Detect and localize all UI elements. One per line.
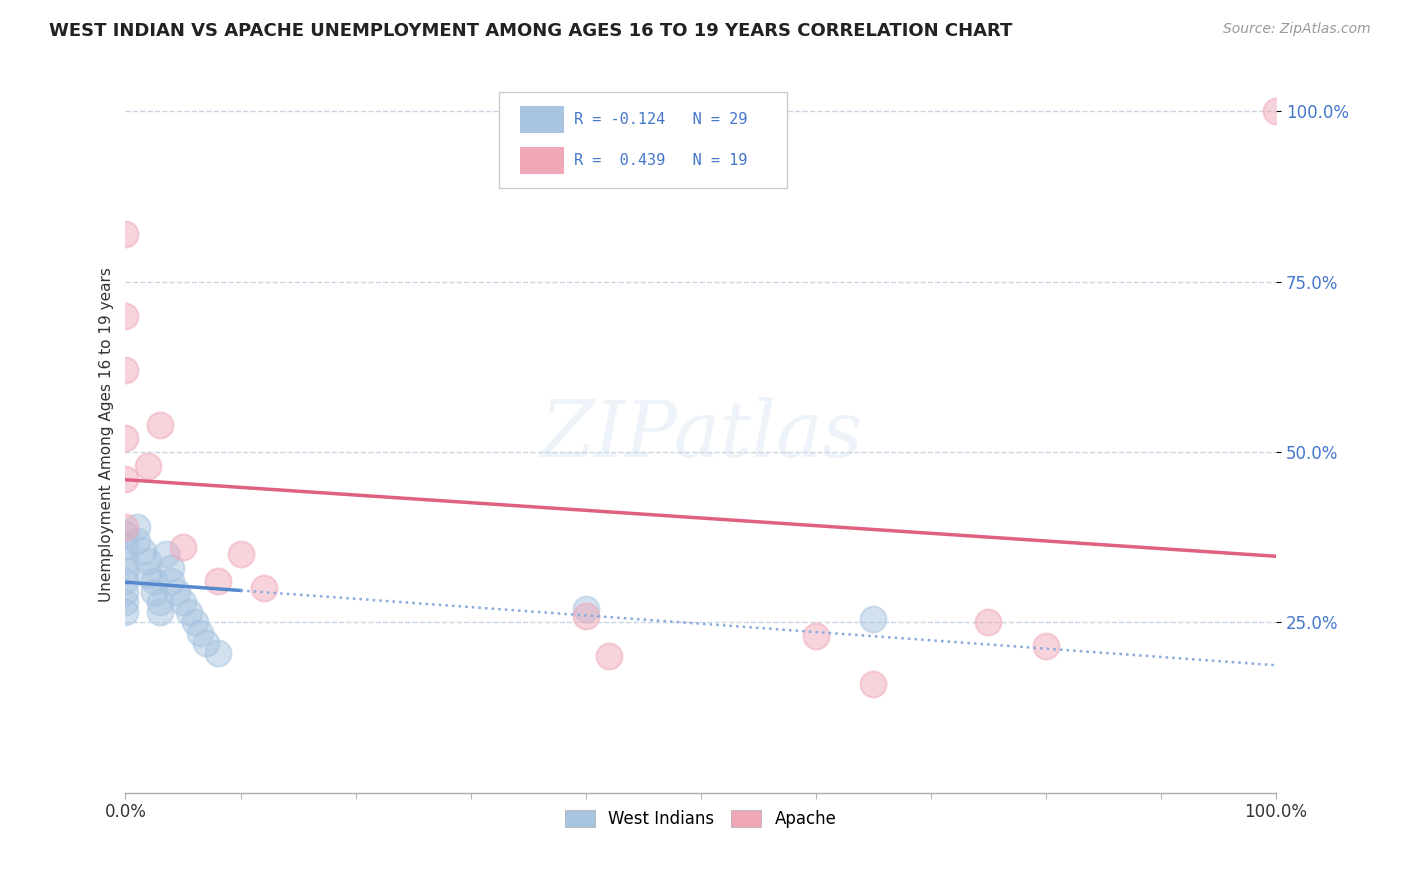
Point xyxy=(188,625,211,640)
Text: ZIPatlas: ZIPatlas xyxy=(540,397,862,473)
Point xyxy=(862,676,884,690)
Point xyxy=(114,363,136,377)
Point xyxy=(114,541,136,555)
Point xyxy=(138,554,160,568)
Point xyxy=(155,547,177,561)
Point xyxy=(207,574,229,589)
Point xyxy=(143,574,166,589)
Text: Source: ZipAtlas.com: Source: ZipAtlas.com xyxy=(1223,22,1371,37)
Point xyxy=(1035,639,1057,653)
Point xyxy=(114,227,136,241)
Legend: West Indians, Apache: West Indians, Apache xyxy=(558,803,844,834)
Point xyxy=(114,526,136,541)
Point xyxy=(862,612,884,626)
Point xyxy=(114,584,136,599)
Point xyxy=(114,309,136,323)
Point xyxy=(977,615,1000,630)
Point xyxy=(160,574,183,589)
Point xyxy=(143,584,166,599)
Point xyxy=(149,605,172,619)
Point xyxy=(138,567,160,582)
Text: R = -0.124   N = 29: R = -0.124 N = 29 xyxy=(574,112,748,127)
Bar xyxy=(520,106,564,133)
Point xyxy=(114,554,136,568)
Point xyxy=(114,564,136,578)
Point xyxy=(195,636,218,650)
Point xyxy=(229,547,252,561)
Point xyxy=(207,646,229,660)
Text: R =  0.439   N = 19: R = 0.439 N = 19 xyxy=(574,153,748,168)
Point xyxy=(172,541,194,555)
Point xyxy=(166,584,188,599)
Text: WEST INDIAN VS APACHE UNEMPLOYMENT AMONG AGES 16 TO 19 YEARS CORRELATION CHART: WEST INDIAN VS APACHE UNEMPLOYMENT AMONG… xyxy=(49,22,1012,40)
Point xyxy=(138,458,160,473)
Point xyxy=(804,629,827,643)
Point xyxy=(114,432,136,446)
Point xyxy=(598,649,620,664)
Point xyxy=(575,601,598,615)
Y-axis label: Unemployment Among Ages 16 to 19 years: Unemployment Among Ages 16 to 19 years xyxy=(100,268,114,602)
FancyBboxPatch shape xyxy=(499,92,787,188)
Point xyxy=(149,595,172,609)
Point xyxy=(114,574,136,589)
Point xyxy=(172,595,194,609)
Point xyxy=(252,582,274,596)
Bar xyxy=(520,147,564,174)
Point xyxy=(177,605,200,619)
Point xyxy=(1265,104,1288,119)
Point xyxy=(114,472,136,486)
Point xyxy=(114,595,136,609)
Point xyxy=(125,533,148,548)
Point xyxy=(132,544,155,558)
Point xyxy=(160,561,183,575)
Point xyxy=(183,615,205,630)
Point xyxy=(575,608,598,623)
Point xyxy=(149,417,172,432)
Point xyxy=(114,520,136,534)
Point xyxy=(125,520,148,534)
Point xyxy=(114,605,136,619)
